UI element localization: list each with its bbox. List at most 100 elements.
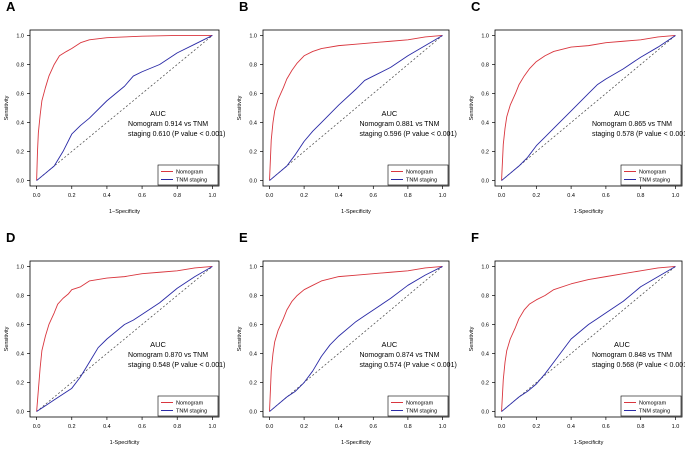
auc-tnm-text: staging 0.578 (P value < 0.001) [592,131,685,138]
auc-nomogram-text: Nomogram 0.870 vs TNM [128,352,208,359]
y-axis-label: Sensitivity [469,326,475,351]
y-axis-label: Sensitivity [4,326,10,351]
panel-label: C [471,0,481,14]
x-tick-label: 0.2 [532,424,540,430]
x-axis-label: 1-Specificity [574,440,604,446]
tnm-roc-line [501,35,676,181]
y-tick-label: 0.4 [481,121,489,127]
y-tick-label: 0.4 [249,121,257,127]
auc-nomogram-text: Nomogram 0.865 vs TNM [592,121,672,128]
y-tick-label: 0.2 [249,381,257,387]
auc-tnm-text: staging 0.610 (P value < 0.001) [128,131,225,138]
y-tick-label: 0.0 [16,410,24,416]
legend-label-nomogram: Nomogram [639,170,667,176]
x-tick-label: 0.4 [567,193,575,199]
nomogram-roc-line [501,35,676,181]
x-tick-label: 0.6 [138,424,146,430]
panel-label: B [239,0,248,14]
x-tick-label: 0.0 [498,424,506,430]
auc-tnm-text: staging 0.568 (P value < 0.001) [592,362,685,369]
plot-frame [262,260,450,418]
legend-label-nomogram: Nomogram [176,401,204,407]
y-tick-label: 0.4 [481,352,489,358]
y-tick-label: 1.0 [481,33,489,39]
y-tick-label: 0.8 [16,293,24,299]
auc-title: AUC [150,340,166,349]
x-axis-label: 1-Specificity [341,209,371,215]
y-tick-label: 0.6 [16,91,24,97]
x-tick-label: 0.8 [173,193,181,199]
auc-title: AUC [382,340,398,349]
y-tick-label: 0.6 [16,322,24,328]
y-tick-label: 0.6 [481,322,489,328]
nomogram-roc-line [501,266,676,412]
nomogram-roc-line [269,266,443,412]
tnm-roc-line [36,35,213,181]
auc-nomogram-text: Nomogram 0.881 vs TNM [359,121,439,128]
x-tick-label: 0.8 [637,424,645,430]
auc-tnm-text: staging 0.548 (P value < 0.001) [128,362,225,369]
x-tick-label: 1.0 [672,424,680,430]
y-tick-label: 0.0 [16,179,24,185]
x-tick-label: 0.0 [33,424,41,430]
nomogram-roc-line [269,35,443,181]
x-tick-label: 1.0 [439,193,447,199]
roc-panel-d: D 0.0 0.2 0.4 0.6 0.8 1.0 0.0 0.2 0.4 0.6 0.8 1.0 1-S… [4,230,225,446]
reference-diagonal [501,266,676,412]
tnm-roc-line [269,266,443,412]
y-tick-label: 0.8 [249,293,257,299]
legend-label-tnm: TNM staging [639,178,670,184]
reference-diagonal [36,266,213,412]
plot-frame [494,260,683,418]
y-tick-label: 0.4 [16,121,24,127]
y-axis-label: Sensitivity [4,95,10,120]
y-tick-label: 0.6 [481,91,489,97]
plot-frame [494,29,683,187]
panel-label: A [6,0,16,14]
x-tick-label: 1.0 [672,193,680,199]
nomogram-roc-line [36,35,213,181]
x-tick-label: 0.0 [266,193,274,199]
x-tick-label: 0.8 [404,424,412,430]
x-tick-label: 0.4 [103,193,111,199]
legend-label-tnm: TNM staging [639,409,670,415]
x-tick-label: 0.0 [33,193,41,199]
panel-label: D [6,230,15,245]
x-tick-label: 1.0 [439,424,447,430]
panel-label: E [239,230,248,245]
tnm-roc-line [501,266,676,412]
x-tick-label: 0.6 [138,193,146,199]
legend-label-nomogram: Nomogram [639,401,667,407]
y-axis-label: Sensitivity [469,95,475,120]
auc-title: AUC [150,109,166,118]
y-tick-label: 0.0 [481,410,489,416]
reference-diagonal [501,35,676,181]
x-tick-label: 0.8 [404,193,412,199]
y-tick-label: 0.4 [249,352,257,358]
plot-frame [29,29,220,187]
y-tick-label: 0.2 [16,150,24,156]
legend-label-tnm: TNM staging [176,178,207,184]
y-tick-label: 0.0 [481,179,489,185]
tnm-roc-line [269,35,443,181]
auc-title: AUC [614,340,630,349]
x-tick-label: 0.2 [532,193,540,199]
reference-diagonal [269,35,443,181]
auc-nomogram-text: Nomogram 0.848 vs TNM [592,352,672,359]
y-tick-label: 0.8 [249,62,257,68]
x-tick-label: 0.2 [68,424,76,430]
roc-panel-e: E 0.0 0.2 0.4 0.6 0.8 1.0 0.0 0.2 0.4 0.6 0.8 1.0 1-S… [237,230,457,446]
x-axis-label: 1-Specificity [574,209,604,215]
x-tick-label: 0.8 [637,193,645,199]
y-tick-label: 0.2 [481,381,489,387]
reference-diagonal [36,35,213,181]
roc-panel-c: C 0.0 0.2 0.4 0.6 0.8 1.0 0.0 0.2 0.4 0.6 0.8 1.0 1-S… [469,0,685,215]
legend-label-tnm: TNM staging [176,409,207,415]
plot-frame [262,29,450,187]
legend-label-nomogram: Nomogram [406,401,434,407]
y-tick-label: 0.0 [249,410,257,416]
x-tick-label: 0.8 [173,424,181,430]
auc-nomogram-text: Nomogram 0.914 vs TNM [128,121,208,128]
x-tick-label: 0.6 [369,193,377,199]
